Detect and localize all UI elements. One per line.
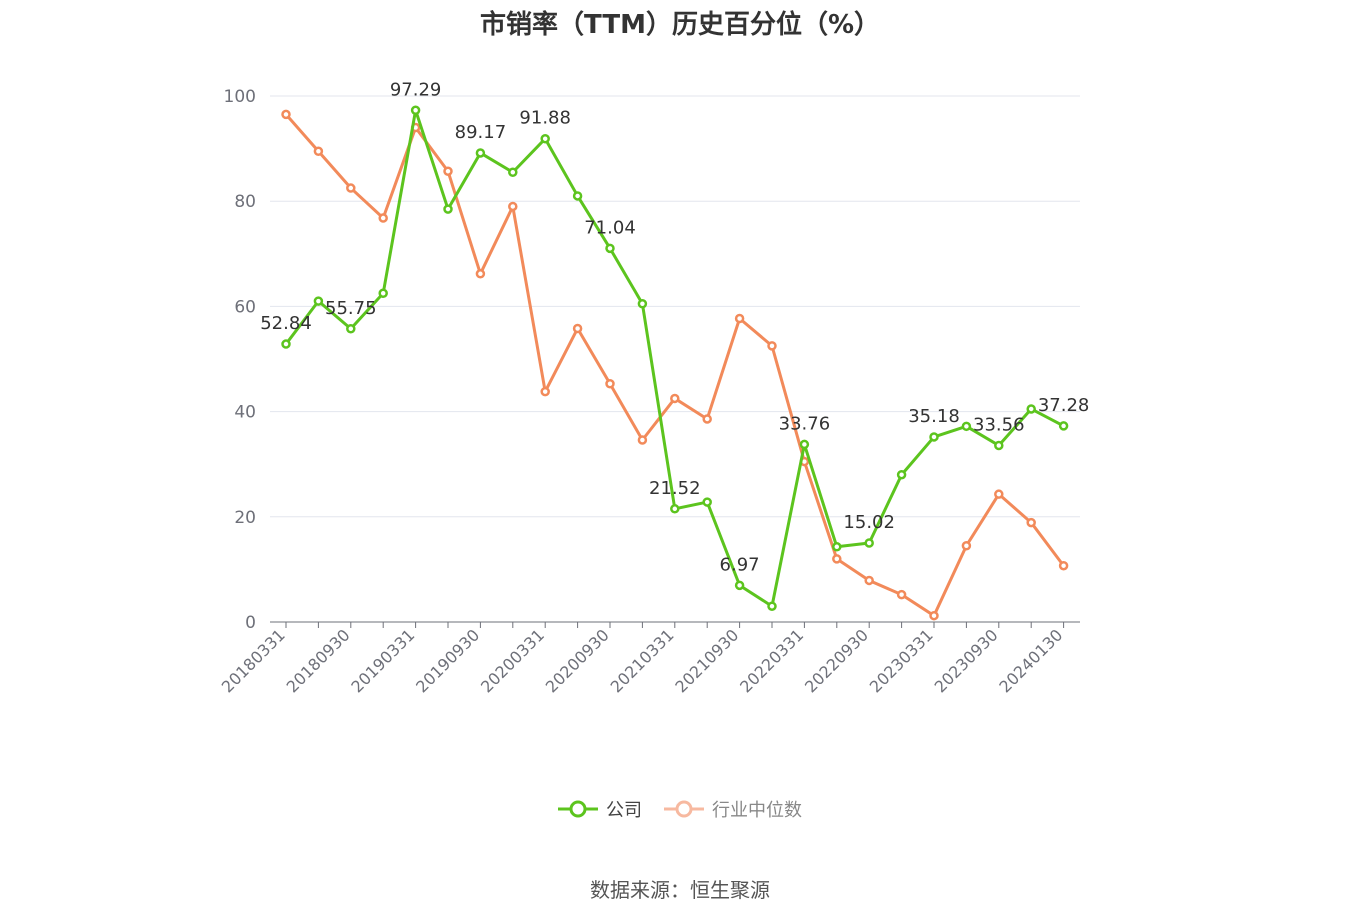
industry-median-point xyxy=(637,435,648,445)
company-point xyxy=(896,469,907,480)
x-tick-label: 20180331 xyxy=(218,625,289,696)
company-point xyxy=(540,133,550,144)
company-point xyxy=(961,421,972,432)
legend-item-company[interactable]: 公司 xyxy=(558,796,642,822)
x-tick-label: 20180930 xyxy=(283,625,354,696)
legend-company-label: 公司 xyxy=(606,800,642,821)
data-label: 52.84 xyxy=(260,313,312,334)
company-point xyxy=(410,105,421,116)
industry-median-point xyxy=(313,146,324,156)
industry-median-point xyxy=(540,386,550,397)
company-point xyxy=(313,296,324,306)
industry-median-point xyxy=(994,489,1004,499)
x-tick-label: 20190930 xyxy=(412,625,483,696)
industry-median-point xyxy=(734,313,745,324)
y-tick-label: 60 xyxy=(234,297,256,317)
data-label: 89.17 xyxy=(455,122,507,143)
x-tick-label: 20220930 xyxy=(801,625,872,696)
y-tick-label: 0 xyxy=(245,613,256,633)
data-label: 35.18 xyxy=(908,406,960,427)
company-point xyxy=(637,299,648,309)
industry-median-point xyxy=(832,554,842,564)
industry-median-point xyxy=(961,540,972,551)
grid-lines xyxy=(270,95,1080,518)
legend-industry-icon xyxy=(664,800,704,818)
industry-median-point xyxy=(896,589,907,600)
industry-median-point xyxy=(702,414,712,424)
company-point xyxy=(605,243,615,254)
industry-median-point xyxy=(346,183,356,193)
industry-median-point xyxy=(281,109,291,120)
industry-median-point xyxy=(572,323,583,334)
x-tick-label: 20210331 xyxy=(607,625,678,696)
x-tick-label: 20230930 xyxy=(931,625,1002,696)
company-point xyxy=(1058,421,1069,431)
x-tick-label: 20220331 xyxy=(736,625,807,696)
company-point xyxy=(767,601,777,611)
x-tick-label: 20190331 xyxy=(347,625,418,696)
industry-median-point xyxy=(605,378,615,389)
x-tick-label: 20200930 xyxy=(542,625,613,696)
x-tick-label: 20200331 xyxy=(477,625,548,696)
y-tick-label: 100 xyxy=(224,87,256,107)
industry-median-point xyxy=(929,610,939,621)
industry-median-point xyxy=(864,575,874,586)
data-label: 21.52 xyxy=(649,478,701,499)
axes: 0 20 40 60 80 100 2018033120180930201903312019… xyxy=(218,87,1080,696)
chart-title: 市销率（TTM）历史百分位（%） xyxy=(480,10,880,40)
company-point xyxy=(281,339,291,349)
company-point xyxy=(864,538,874,548)
industry-median-point xyxy=(767,341,777,351)
industry-median-point xyxy=(1026,517,1036,528)
legend-company-icon xyxy=(558,800,598,818)
industry-median-point xyxy=(1058,560,1069,571)
series-layer xyxy=(281,105,1069,621)
data-labels: 52.84 55.75 97.29 89.17 91.88 71.04 21.52 6.97 3… xyxy=(260,79,1089,575)
industry-median-point xyxy=(443,166,453,176)
company-point xyxy=(929,432,939,442)
legend: 公司 行业中位数 xyxy=(0,796,1360,822)
industry-median-point xyxy=(670,393,680,404)
data-label: 15.02 xyxy=(843,512,895,533)
x-tick-label: 20210930 xyxy=(671,625,742,696)
data-label: 97.29 xyxy=(390,79,442,100)
company-point xyxy=(832,542,842,552)
company-point xyxy=(508,167,518,178)
x-tick-label: 20240130 xyxy=(995,625,1066,696)
data-label: 55.75 xyxy=(325,298,377,319)
company-point xyxy=(475,148,486,158)
industry-median-point xyxy=(378,213,388,223)
data-label: 6.97 xyxy=(720,554,760,575)
industry-median-point xyxy=(508,201,518,212)
data-label: 71.04 xyxy=(584,217,636,238)
legend-industry-label: 行业中位数 xyxy=(712,800,802,821)
company-point xyxy=(378,288,388,298)
y-tick-label: 20 xyxy=(234,508,256,528)
company-series-line xyxy=(284,108,1065,608)
company-point xyxy=(572,191,583,201)
data-label: 91.88 xyxy=(519,108,571,129)
company-point xyxy=(1026,404,1036,414)
company-point xyxy=(734,580,745,591)
legend-item-industry-median[interactable]: 行业中位数 xyxy=(664,796,802,822)
y-tick-label: 80 xyxy=(234,192,256,212)
x-tick-label: 20230331 xyxy=(866,625,937,696)
company-point xyxy=(702,497,712,507)
industry-median-point xyxy=(475,269,486,279)
company-point xyxy=(994,440,1004,451)
data-label: 37.28 xyxy=(1038,395,1090,416)
y-tick-label: 40 xyxy=(234,403,256,423)
company-point xyxy=(670,504,680,514)
company-point xyxy=(443,204,453,214)
source-note: 数据来源：恒生聚源 xyxy=(590,878,770,902)
company-point xyxy=(799,439,810,450)
company-point xyxy=(346,324,356,334)
data-label: 33.56 xyxy=(973,414,1025,435)
data-label: 33.76 xyxy=(779,413,831,434)
